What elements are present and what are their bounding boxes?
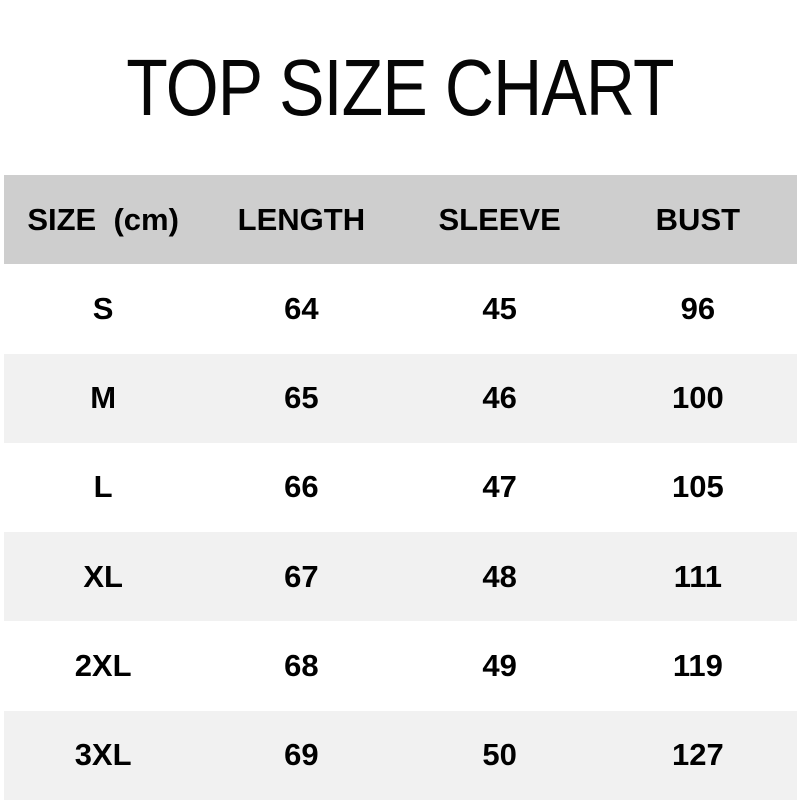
page-title: TOP SIZE CHART <box>126 42 674 132</box>
table-row-2xl: 2XL 68 49 119 <box>4 621 797 711</box>
sleeve-value-cell: 50 <box>482 737 517 773</box>
size-table: SIZE (cm) LENGTH SLEEVE BUST S 64 45 96 … <box>4 175 797 800</box>
length-value-cell: 66 <box>284 469 319 505</box>
table-row-s: S 64 45 96 <box>4 264 797 354</box>
length-value-cell: 64 <box>284 290 319 326</box>
size-value-cell: XL <box>83 558 123 594</box>
bust-value-cell: 111 <box>673 558 723 594</box>
sleeve-value-cell: 49 <box>482 648 517 684</box>
sleeve-value-cell: 47 <box>482 469 517 505</box>
bust-value-cell: 119 <box>672 648 723 684</box>
size-value-cell: 3XL <box>74 737 132 773</box>
sleeve-value-cell: 45 <box>482 290 517 326</box>
bust-value-cell: 105 <box>672 469 724 505</box>
size-value-cell: S <box>92 290 114 326</box>
column-header-length: LENGTH <box>237 201 366 237</box>
length-value-cell: 68 <box>284 648 319 684</box>
column-header-sleeve: SLEEVE <box>438 201 561 237</box>
sleeve-value-cell: 48 <box>482 558 517 594</box>
table-row-xl: XL 67 48 111 <box>4 532 797 622</box>
column-header-bust: BUST <box>655 201 741 237</box>
table-row-3xl: 3XL 69 50 127 <box>4 710 797 800</box>
length-value-cell: 67 <box>284 558 319 594</box>
bust-value-cell: 96 <box>680 290 716 326</box>
table-row-l: L 66 47 105 <box>4 442 797 533</box>
title-band: TOP SIZE CHART <box>0 0 800 175</box>
table-row-m: M 65 46 100 <box>4 353 797 443</box>
size-value-cell: L <box>93 469 113 505</box>
size-value-cell: 2XL <box>74 648 132 684</box>
column-header-size: SIZE (cm) <box>27 201 179 237</box>
length-value-cell: 69 <box>284 737 319 773</box>
size-value-cell: M <box>90 380 117 416</box>
sleeve-value-cell: 46 <box>482 380 517 416</box>
length-value-cell: 65 <box>284 380 319 416</box>
bust-value-cell: 127 <box>672 737 724 773</box>
table-header-row: SIZE (cm) LENGTH SLEEVE BUST <box>4 175 797 265</box>
bust-value-cell: 100 <box>672 380 724 416</box>
